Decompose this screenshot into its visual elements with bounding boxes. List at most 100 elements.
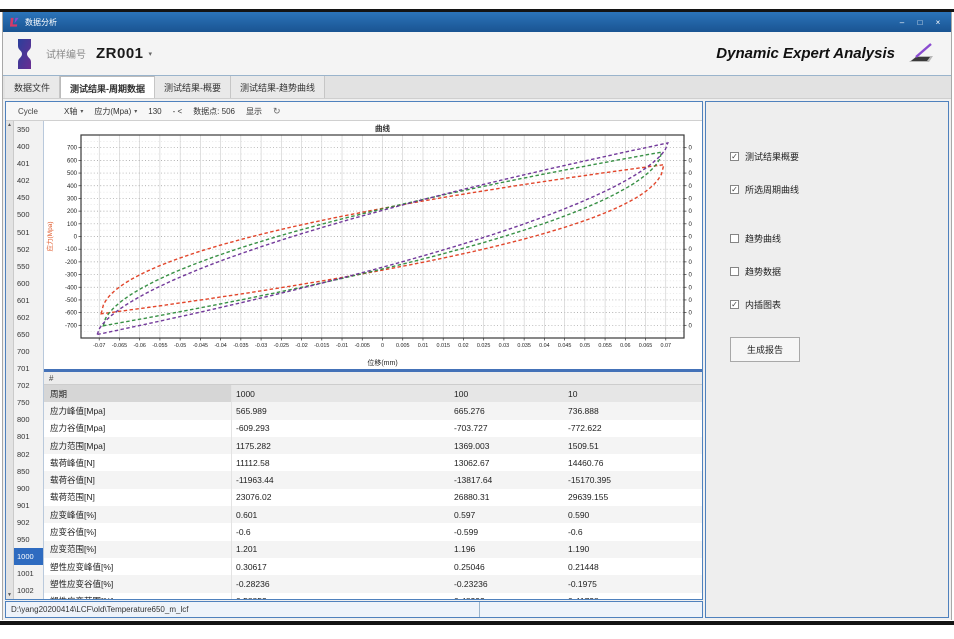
svg-text:100: 100 bbox=[67, 222, 78, 228]
cycle-list-item[interactable]: 950 bbox=[17, 534, 30, 544]
table-row[interactable]: 塑性应变范围[%]0.588530.482920.41738 bbox=[44, 592, 702, 599]
file-path-text: D:\yang20200414\LCF\old\Temperature650_m… bbox=[6, 602, 480, 617]
table-cell: 23076.02 bbox=[236, 492, 272, 503]
option-label: 所选周期曲线 bbox=[745, 185, 800, 195]
table-cell: 0.597 bbox=[454, 509, 476, 520]
cycle-list-item[interactable]: 802 bbox=[17, 449, 30, 459]
cycle-list-item[interactable]: 400 bbox=[17, 142, 30, 152]
cycle-column-header: Cycle bbox=[18, 106, 39, 116]
cycle-list-item[interactable]: 800 bbox=[17, 415, 30, 425]
svg-text:0.06: 0.06 bbox=[620, 343, 631, 349]
table-row[interactable]: 应变范围[%] 1.201 1.196 1.190 bbox=[44, 540, 702, 558]
table-row[interactable]: 塑性应变峰值[%] 0.30617 0.25046 0.21448 bbox=[44, 557, 702, 576]
cycle-list-item[interactable]: 600 bbox=[17, 278, 30, 288]
svg-text:0.03: 0.03 bbox=[499, 343, 510, 349]
cycle-list-item[interactable]: 350 bbox=[17, 125, 30, 135]
table-row[interactable]: 应力峰值[Mpa] 565.989 665.276 736.888 bbox=[44, 402, 702, 420]
tab-3[interactable]: 测试结果-趋势曲线 bbox=[231, 76, 326, 98]
checkbox-checked-icon[interactable]: ✓ bbox=[730, 300, 739, 309]
cycle-list-item[interactable]: 602 bbox=[17, 312, 30, 322]
row-label: 应力范围[Mpa] bbox=[44, 436, 232, 455]
table-header-strip: # bbox=[44, 372, 702, 385]
table-row[interactable]: 载荷范围[N] 23076.02 26880.31 29639.155 bbox=[44, 488, 702, 507]
results-table: 周期 1000 100 10 应力峰值[Mpa] 565.989 665.276 736.88… bbox=[44, 385, 702, 599]
table-row[interactable]: 应力谷值[Mpa] -609.293 -703.727 -772.622 bbox=[44, 419, 702, 437]
table-cell: 1.190 bbox=[568, 544, 590, 555]
specimen-id-value[interactable]: ZR001 bbox=[96, 45, 144, 62]
scroll-down-icon[interactable]: ▼ bbox=[7, 592, 12, 598]
chevron-down-icon: ▾ bbox=[80, 108, 84, 115]
option-3[interactable]: 趋势数据 bbox=[730, 265, 948, 278]
tab-0[interactable]: 数据文件 bbox=[5, 76, 61, 98]
minimize-button[interactable]: – bbox=[899, 17, 905, 27]
maximize-button[interactable]: □ bbox=[917, 17, 923, 27]
cycle-list-item[interactable]: 650 bbox=[17, 329, 30, 339]
table-row[interactable]: 应力范围[Mpa] 1175.282 1369.003 1509.51 bbox=[44, 436, 702, 455]
row-label: 载荷范围[N] bbox=[44, 488, 232, 507]
table-row[interactable]: 载荷峰值[N] 11112.58 13062.67 14460.76 bbox=[44, 454, 702, 472]
cycle-list-item[interactable]: 500 bbox=[17, 210, 30, 220]
table-row[interactable]: 应变峰值[%] 0.601 0.597 0.590 bbox=[44, 506, 702, 524]
cycle-list-item[interactable]: 1002 bbox=[17, 586, 34, 596]
option-1[interactable]: ✓ 所选周期曲线 bbox=[730, 183, 948, 196]
tab-1[interactable]: 测试结果-周期数据 bbox=[60, 76, 156, 98]
close-button[interactable]: × bbox=[935, 17, 941, 27]
checkbox-checked-icon[interactable]: ✓ bbox=[730, 185, 739, 194]
cycle-list-item[interactable]: 450 bbox=[17, 193, 30, 203]
content-area: Cycle X轴 ▾ 应力(Mpa) ▾ 130 - < 数据点: 506 显示 bbox=[3, 99, 951, 620]
show-button[interactable]: 显示 bbox=[245, 106, 262, 116]
refresh-icon[interactable]: ↻ bbox=[272, 105, 281, 116]
svg-text:-700: -700 bbox=[65, 323, 78, 329]
specimen-dropdown-icon[interactable]: ▾ bbox=[148, 50, 153, 58]
cycle-list-item[interactable]: 1001 bbox=[17, 569, 34, 579]
option-4[interactable]: ✓ 内插图表 bbox=[730, 298, 948, 311]
chart-container: -0.07 -0.065 -0.06 -0.055 -0.05 -0.045 -0.04 -0… bbox=[44, 121, 702, 372]
checkbox-unchecked-icon[interactable] bbox=[730, 234, 739, 243]
table-cell: 100 bbox=[454, 388, 469, 399]
cycle-list-item[interactable]: 501 bbox=[17, 227, 30, 237]
cycle-list-item[interactable]: 701 bbox=[17, 364, 30, 374]
checkbox-checked-icon[interactable]: ✓ bbox=[730, 152, 739, 161]
cycle-list-scrollbar[interactable]: ▲ ▼ bbox=[6, 121, 14, 599]
svg-text:应力(Mpa): 应力(Mpa) bbox=[45, 222, 54, 252]
cycle-list-item[interactable]: 700 bbox=[17, 347, 30, 357]
cycle-list-item[interactable]: 850 bbox=[17, 466, 30, 476]
table-row[interactable]: 塑性应变谷值[%] -0.28236 -0.23236 -0.1975 bbox=[44, 575, 702, 593]
cycle-list-item[interactable]: 401 bbox=[17, 159, 30, 169]
table-row[interactable]: 周期 1000 100 10 bbox=[44, 385, 702, 403]
x-axis-select[interactable]: X轴 ▾ bbox=[64, 106, 83, 117]
cycle-list-item[interactable]: 550 bbox=[17, 261, 30, 271]
data-points-count: 数据点: 506 bbox=[193, 106, 235, 116]
generate-report-button[interactable]: 生成报告 bbox=[730, 337, 801, 362]
table-cell: -772.622 bbox=[568, 423, 602, 434]
cycle-list-item[interactable]: 1000 bbox=[6, 547, 43, 566]
option-0[interactable]: ✓ 测试结果概要 bbox=[730, 150, 948, 163]
table-cell: 736.888 bbox=[568, 405, 599, 416]
cycle-list-item[interactable]: 901 bbox=[17, 500, 30, 510]
cycle-list-item[interactable]: 902 bbox=[17, 517, 30, 527]
tab-2[interactable]: 测试结果-概要 bbox=[155, 76, 232, 98]
checkbox-unchecked-icon[interactable] bbox=[730, 267, 739, 276]
cycle-list-item[interactable]: 402 bbox=[17, 176, 30, 186]
svg-text:位移(mm): 位移(mm) bbox=[367, 358, 397, 367]
cycle-list-item[interactable]: 601 bbox=[17, 295, 30, 305]
option-2[interactable]: 趋势曲线 bbox=[730, 232, 948, 245]
cycle-list[interactable]: ▲ ▼ 350 400 401 402 450 500 501 502 550 600 601 602… bbox=[6, 121, 44, 599]
range-value-field[interactable]: 130 bbox=[148, 106, 162, 116]
svg-text:0.05: 0.05 bbox=[580, 343, 591, 349]
table-row[interactable]: 应变谷值[%] -0.6 -0.599 -0.6 bbox=[44, 523, 702, 541]
cycle-list-item[interactable]: 502 bbox=[17, 244, 30, 254]
scroll-up-icon[interactable]: ▲ bbox=[7, 122, 12, 128]
y-channel-select[interactable]: 应力(Mpa) ▾ bbox=[94, 106, 137, 117]
svg-text:0.015: 0.015 bbox=[436, 343, 450, 349]
svg-text:0: 0 bbox=[689, 323, 693, 329]
svg-text:-0.07: -0.07 bbox=[93, 343, 105, 349]
table-row[interactable]: 载荷谷值[N] -11963.44 -13817.64 -15170.395 bbox=[44, 471, 702, 489]
svg-text:-0.01: -0.01 bbox=[336, 343, 348, 349]
cycle-list-item[interactable]: 801 bbox=[17, 432, 30, 442]
cycle-list-item[interactable]: 702 bbox=[17, 381, 30, 391]
cycle-list-item[interactable]: 750 bbox=[17, 398, 30, 408]
row-label: 应变谷值[%] bbox=[44, 523, 232, 541]
cycle-list-item[interactable]: 900 bbox=[17, 483, 30, 493]
